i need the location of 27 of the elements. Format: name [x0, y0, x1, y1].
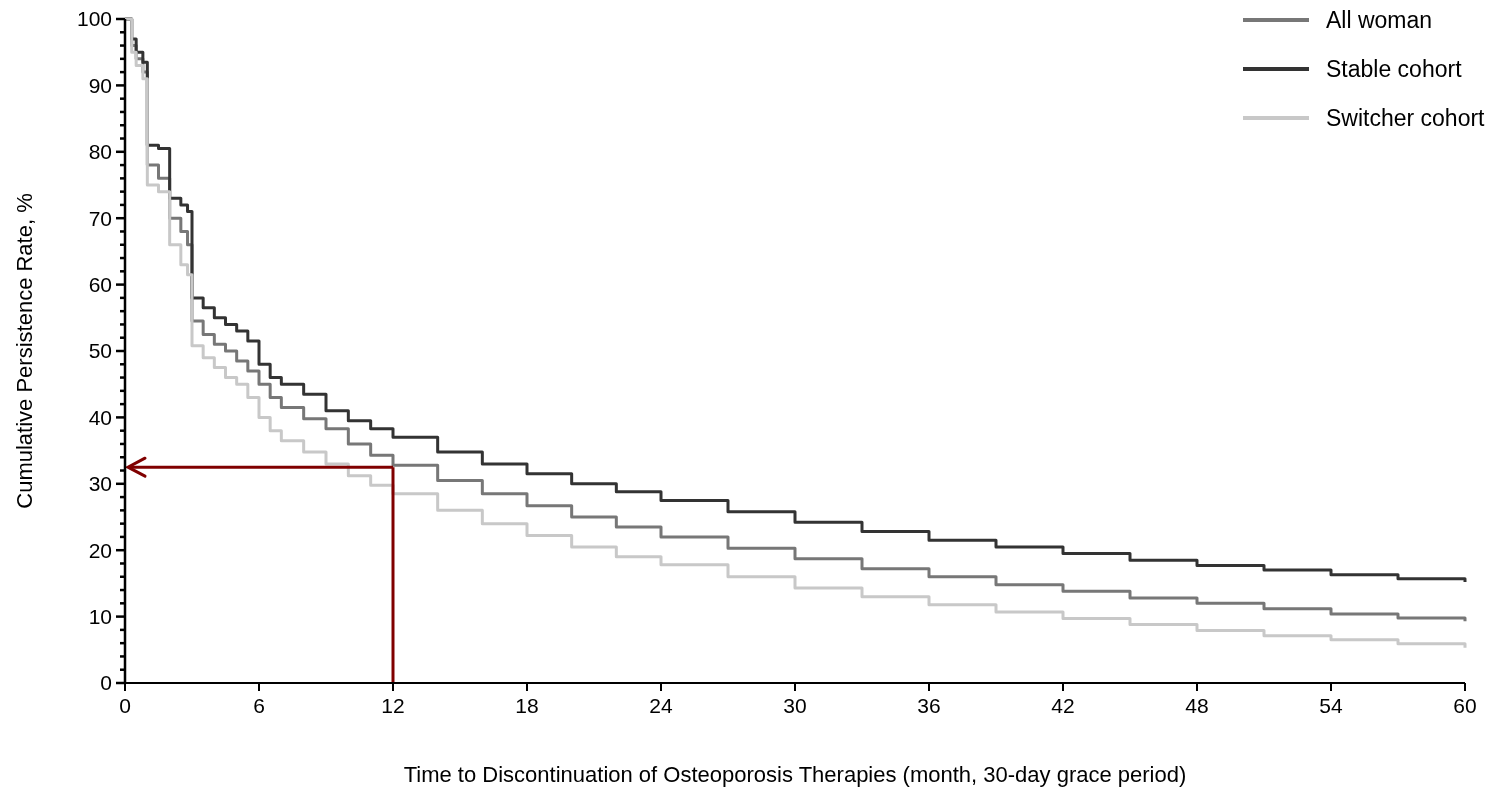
x-tick-label: 0	[119, 694, 131, 717]
x-tick-label: 6	[253, 694, 265, 717]
x-tick-label: 24	[649, 694, 673, 717]
legend-label: Switcher cohort	[1326, 105, 1486, 132]
y-tick-label: 50	[88, 339, 112, 363]
legend-label: Stable cohort	[1326, 56, 1463, 83]
x-tick-label: 36	[917, 694, 941, 717]
x-tick-label: 42	[1051, 694, 1075, 717]
y-tick-label: 0	[100, 671, 112, 695]
y-tick-label: 20	[88, 538, 112, 562]
legend-label: All woman	[1326, 7, 1433, 34]
y-tick-label: 10	[88, 604, 112, 628]
x-tick-label: 60	[1453, 694, 1477, 717]
x-tick-label: 30	[783, 694, 807, 717]
y-tick-label: 30	[88, 472, 112, 496]
x-tick-label: 54	[1319, 694, 1343, 717]
x-tick-label: 48	[1185, 694, 1209, 717]
x-axis-title: Time to Discontinuation of Osteoporosis Therapies (month, 30-day grace period)	[403, 762, 1187, 787]
y-tick-label: 90	[88, 73, 112, 97]
y-tick-label: 70	[88, 206, 112, 230]
y-tick-label: 60	[88, 272, 112, 296]
y-axis-title: Cumulative Persistence Rate, %	[12, 193, 37, 509]
x-tick-label: 18	[515, 694, 539, 717]
x-tick-label: 12	[381, 694, 405, 717]
y-tick-label: 100	[76, 7, 112, 31]
y-tick-label: 80	[88, 140, 112, 164]
y-tick-label: 40	[88, 405, 112, 429]
